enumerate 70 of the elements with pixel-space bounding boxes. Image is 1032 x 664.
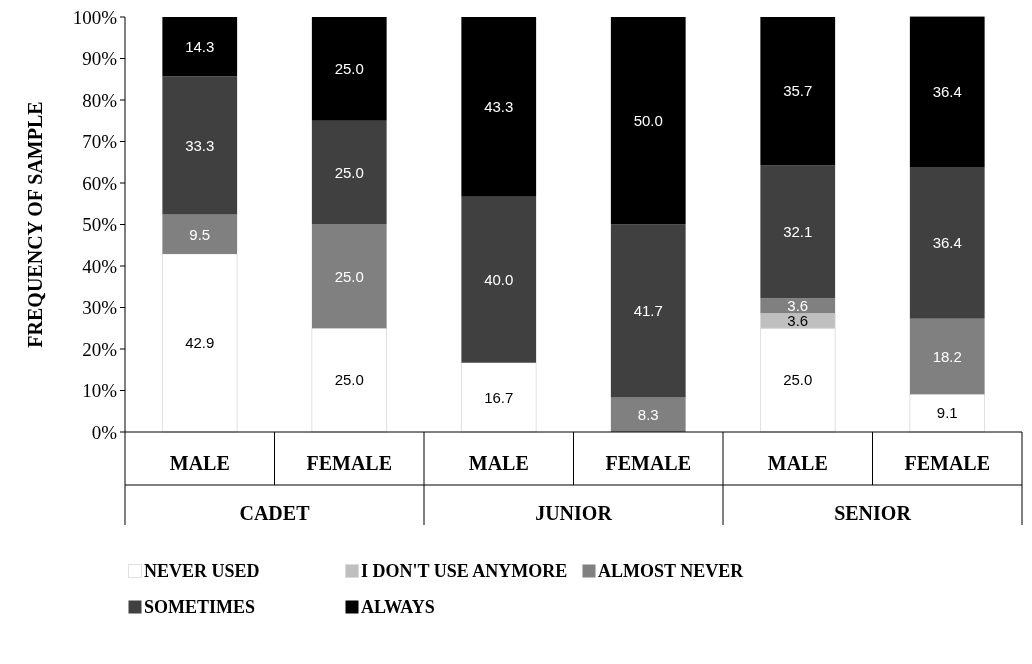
y-tick-label: 50% (82, 214, 118, 236)
data-label: 9.1 (936, 404, 958, 422)
legend-label: SOMETIMES (144, 597, 256, 617)
text: SENIOR (834, 502, 912, 524)
bar (610, 17, 686, 225)
y-tick-label: 30% (82, 297, 118, 319)
legend-label: ALWAYS (361, 597, 435, 617)
text: CADET (239, 502, 311, 524)
bar (311, 120, 387, 225)
bar (760, 298, 836, 314)
bar (909, 318, 985, 395)
bar (461, 196, 537, 363)
data-label: 25.0 (334, 267, 364, 285)
x-tick-label: FEMALE (605, 452, 692, 474)
data-label: 25.0 (334, 163, 364, 181)
x-tick-label: FEMALE (904, 452, 991, 474)
bar (909, 167, 985, 319)
bar (909, 393, 986, 433)
x-tick-label: MALE (169, 452, 230, 474)
bar (161, 253, 238, 433)
y-tick-label: 40% (82, 255, 118, 277)
data-label: 40.0 (484, 270, 514, 288)
y-tick-label: 90% (82, 48, 118, 70)
data-label: 16.7 (484, 388, 514, 406)
bar (760, 17, 836, 166)
data-label: 43.3 (484, 98, 514, 116)
bar (162, 214, 238, 254)
y-tick-label: 0% (91, 421, 118, 443)
data-label: 41.7 (633, 302, 663, 320)
data-label: 3.6 (787, 297, 809, 315)
data-label: 36.4 (932, 83, 962, 101)
y-tick-label: 10% (82, 380, 118, 402)
bar (311, 17, 387, 121)
data-label: 36.4 (932, 234, 962, 252)
data-label: 35.7 (783, 82, 813, 100)
data-label: 25.0 (334, 371, 364, 389)
data-label: 25.0 (334, 60, 364, 78)
data-label: 33.3 (185, 136, 215, 154)
x-tick-label: MALE (468, 452, 529, 474)
x-tick-label: MALE (767, 452, 828, 474)
data-label: 18.2 (932, 347, 962, 365)
bar (461, 17, 537, 197)
x-tick-label: FEMALE (306, 452, 393, 474)
y-tick-label: 20% (82, 338, 118, 360)
bar (909, 16, 985, 168)
legend-label: NEVER USED (144, 561, 260, 581)
y-axis-title: FREQUENCY OF SAMPLE (24, 101, 46, 348)
y-tick-label: 80% (82, 89, 118, 111)
data-label: 8.3 (637, 406, 659, 424)
data-label: 42.9 (185, 334, 215, 352)
data-label: 25.0 (783, 371, 813, 389)
bar (162, 76, 238, 215)
bar (610, 224, 686, 398)
data-label: 14.3 (185, 37, 215, 55)
bar (162, 17, 238, 77)
bar (610, 397, 686, 432)
data-label: 3.6 (787, 312, 809, 330)
bar (760, 165, 836, 299)
bar (311, 327, 388, 433)
data-label: 32.1 (783, 223, 813, 241)
bar (460, 362, 537, 433)
legend-label: ALMOST NEVER (598, 561, 745, 581)
y-tick-label: 70% (82, 131, 118, 153)
data-label: 50.0 (633, 112, 663, 129)
y-tick-label: 60% (82, 172, 118, 194)
y-tick-label: 100% (72, 6, 118, 28)
bar (311, 224, 387, 329)
legend-label: I DON'T USE ANYMORE (361, 561, 568, 581)
data-label: 9.5 (189, 225, 211, 243)
text: JUNIOR (535, 502, 613, 524)
